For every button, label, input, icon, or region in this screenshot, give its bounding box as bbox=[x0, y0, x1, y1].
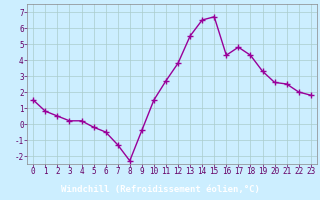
Text: Windchill (Refroidissement éolien,°C): Windchill (Refroidissement éolien,°C) bbox=[60, 185, 260, 194]
